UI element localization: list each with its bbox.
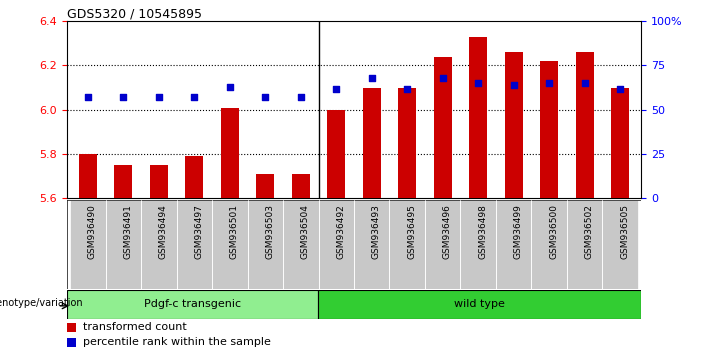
Bar [327, 110, 345, 198]
Point [82, 95, 93, 100]
Point [295, 95, 306, 100]
Bar [257, 174, 274, 198]
Bar [398, 88, 416, 198]
Text: GSM936505: GSM936505 [620, 205, 629, 259]
Bar [221, 108, 238, 198]
Bar [505, 52, 522, 198]
Text: Pdgf-c transgenic: Pdgf-c transgenic [144, 299, 241, 309]
Text: GSM936494: GSM936494 [159, 205, 168, 259]
Text: transformed count: transformed count [83, 322, 187, 332]
Text: genotype/variation: genotype/variation [0, 298, 83, 308]
Bar [67, 322, 76, 332]
Bar [434, 57, 451, 198]
Text: percentile rank within the sample: percentile rank within the sample [83, 337, 271, 348]
Point [366, 75, 377, 81]
Bar [67, 290, 318, 319]
Point [259, 95, 271, 100]
Point [472, 80, 484, 86]
Bar [318, 290, 641, 319]
Bar [567, 200, 602, 289]
Bar [106, 200, 141, 289]
Text: GSM936493: GSM936493 [372, 205, 381, 259]
Bar [425, 200, 461, 289]
Bar [540, 61, 558, 198]
Bar [363, 88, 381, 198]
Point [189, 95, 200, 100]
Text: GSM936497: GSM936497 [194, 205, 203, 259]
Bar [114, 165, 132, 198]
Bar [576, 52, 594, 198]
Text: GSM936498: GSM936498 [478, 205, 487, 259]
Text: GSM936504: GSM936504 [301, 205, 310, 259]
Point [508, 82, 519, 88]
Bar [292, 174, 310, 198]
Text: GSM936503: GSM936503 [265, 205, 274, 259]
Point [402, 86, 413, 91]
Point [543, 80, 554, 86]
Text: GDS5320 / 10545895: GDS5320 / 10545895 [67, 7, 202, 20]
Bar [461, 200, 496, 289]
Text: GSM936500: GSM936500 [549, 205, 558, 259]
Bar [354, 200, 390, 289]
Bar [186, 156, 203, 198]
Point [118, 95, 129, 100]
Bar [177, 200, 212, 289]
Text: GSM936499: GSM936499 [514, 205, 523, 259]
Bar [141, 200, 177, 289]
Bar [318, 200, 354, 289]
Text: GSM936501: GSM936501 [230, 205, 239, 259]
Text: GSM936490: GSM936490 [88, 205, 97, 259]
Bar [390, 200, 425, 289]
Bar [247, 200, 283, 289]
Point [224, 84, 236, 90]
Point [154, 95, 165, 100]
Text: wild type: wild type [454, 299, 505, 309]
Bar [470, 37, 487, 198]
Point [437, 75, 449, 81]
Bar [70, 200, 106, 289]
Text: GSM936496: GSM936496 [443, 205, 451, 259]
Bar [602, 200, 638, 289]
Point [615, 86, 626, 91]
Bar [283, 200, 318, 289]
Bar [496, 200, 531, 289]
Bar [67, 338, 76, 347]
Bar [212, 200, 247, 289]
Bar [531, 200, 567, 289]
Bar [150, 165, 168, 198]
Bar [611, 88, 629, 198]
Point [331, 86, 342, 91]
Point [579, 80, 590, 86]
Text: GSM936491: GSM936491 [123, 205, 132, 259]
Bar [79, 154, 97, 198]
Text: GSM936492: GSM936492 [336, 205, 346, 259]
Text: GSM936502: GSM936502 [585, 205, 594, 259]
Text: GSM936495: GSM936495 [407, 205, 416, 259]
